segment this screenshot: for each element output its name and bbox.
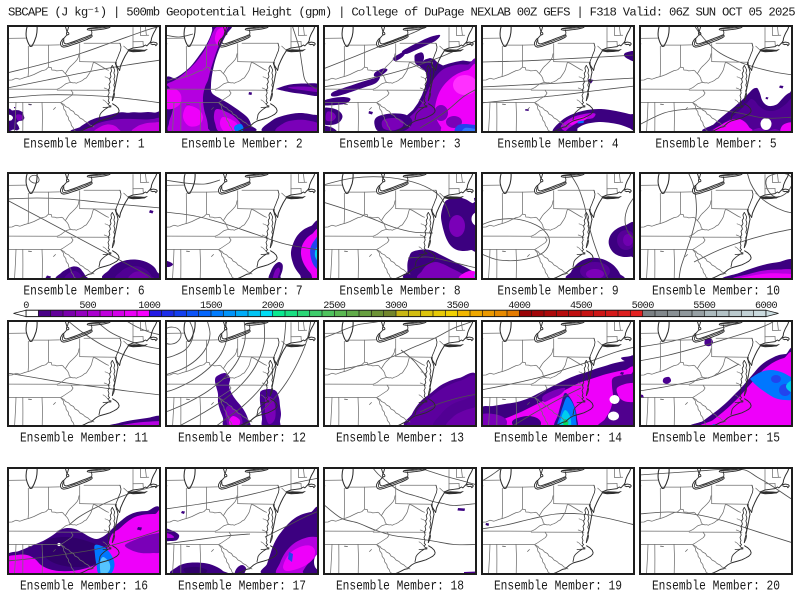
svg-text:Ensemble Member: 17: Ensemble Member: 17 xyxy=(178,580,306,595)
svg-text:Ensemble Member: 3: Ensemble Member: 3 xyxy=(339,138,460,153)
svg-text:Ensemble Member: 6: Ensemble Member: 6 xyxy=(23,285,144,300)
svg-text:2000: 2000 xyxy=(262,301,285,312)
svg-text:Ensemble Member: 19: Ensemble Member: 19 xyxy=(494,580,622,595)
svg-text:4000: 4000 xyxy=(508,301,531,312)
svg-text:Ensemble Member: 16: Ensemble Member: 16 xyxy=(20,580,148,595)
svg-text:1000: 1000 xyxy=(138,301,161,312)
svg-text:Ensemble Member: 13: Ensemble Member: 13 xyxy=(336,432,464,447)
svg-text:Ensemble Member: 8: Ensemble Member: 8 xyxy=(339,285,460,300)
svg-text:2500: 2500 xyxy=(323,301,346,312)
svg-text:Ensemble Member: 9: Ensemble Member: 9 xyxy=(497,285,618,300)
svg-text:5500: 5500 xyxy=(693,301,716,312)
svg-text:4500: 4500 xyxy=(570,301,593,312)
svg-text:Ensemble Member: 20: Ensemble Member: 20 xyxy=(652,580,780,595)
svg-text:Ensemble Member: 14: Ensemble Member: 14 xyxy=(494,432,622,447)
svg-text:SBCAPE (J kg⁻¹) | 500mb Geopot: SBCAPE (J kg⁻¹) | 500mb Geopotential Hei… xyxy=(8,6,795,20)
svg-text:Ensemble Member: 5: Ensemble Member: 5 xyxy=(655,138,776,153)
svg-text:Ensemble Member: 15: Ensemble Member: 15 xyxy=(652,432,780,447)
svg-text:Ensemble Member: 18: Ensemble Member: 18 xyxy=(336,580,464,595)
svg-text:Ensemble Member: 7: Ensemble Member: 7 xyxy=(181,285,302,300)
svg-text:3500: 3500 xyxy=(447,301,470,312)
svg-text:6000: 6000 xyxy=(755,301,778,312)
svg-text:3000: 3000 xyxy=(385,301,408,312)
svg-text:Ensemble Member: 12: Ensemble Member: 12 xyxy=(178,432,306,447)
svg-text:0: 0 xyxy=(23,301,29,312)
svg-text:5000: 5000 xyxy=(632,301,655,312)
svg-text:500: 500 xyxy=(79,301,96,312)
svg-text:Ensemble Member: 1: Ensemble Member: 1 xyxy=(23,138,144,153)
svg-text:Ensemble Member: 4: Ensemble Member: 4 xyxy=(497,138,618,153)
svg-text:1500: 1500 xyxy=(200,301,223,312)
svg-text:Ensemble Member: 2: Ensemble Member: 2 xyxy=(181,138,302,153)
svg-text:Ensemble Member: 10: Ensemble Member: 10 xyxy=(652,285,780,300)
svg-text:Ensemble Member: 11: Ensemble Member: 11 xyxy=(20,432,148,447)
